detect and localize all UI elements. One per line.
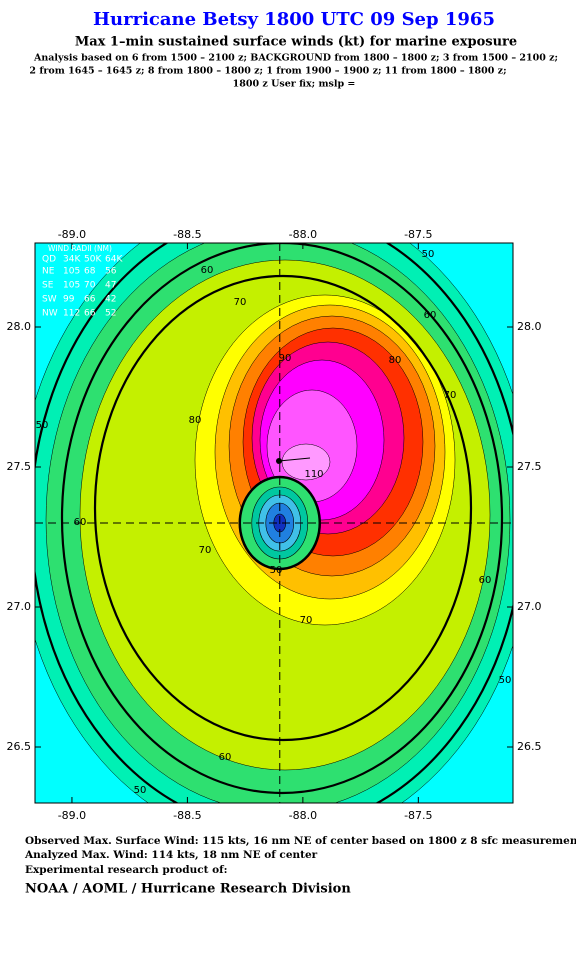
radii-cell: NW: [42, 309, 58, 319]
x-tick-label: -87.5: [404, 228, 432, 241]
radii-header: QD: [42, 255, 56, 265]
radii-header: 64K: [105, 255, 123, 265]
contour-label: 50: [134, 785, 147, 796]
radii-cell: 105: [63, 267, 80, 277]
contour-label: 60: [424, 310, 437, 321]
overlay: -89.0 -89.0 -88.5 -88.5 -88.0 -88.0 -87.5 -87.5…: [7, 228, 542, 822]
thick-contour: [93, 274, 473, 742]
y-tick-label: 27.5: [517, 460, 542, 473]
contour-label: 60: [201, 265, 214, 276]
contour-band: [281, 443, 331, 481]
radii-cell: 68: [84, 267, 96, 277]
contour-label: 70: [444, 390, 457, 401]
analysis-line: Analysis based on 6 from 1500 – 2100 z; …: [33, 53, 558, 64]
y-tick-label: 27.0: [7, 600, 32, 613]
analysis-line: 2 from 1645 – 1645 z; 8 from 1800 – 1800…: [29, 66, 506, 77]
radii-cell: 99: [63, 295, 75, 305]
title: Hurricane Betsy 1800 UTC 09 Sep 1965: [93, 9, 495, 30]
x-tick-label: -89.0: [58, 809, 86, 822]
contour-label: 90: [279, 353, 292, 364]
contour-label: 50: [422, 249, 435, 260]
radii-cell: 52: [105, 309, 116, 319]
radii-cell: 66: [84, 295, 96, 305]
max-wind-arrow: [278, 457, 311, 462]
x-tick-label: -89.0: [58, 228, 86, 241]
contour-label: 110: [304, 469, 323, 480]
contour-label: 70: [199, 545, 212, 556]
contour-label: 80: [389, 355, 402, 366]
x-tick-label: -87.5: [404, 809, 432, 822]
radii-header: 50K: [84, 255, 102, 265]
x-tick-label: -88.5: [173, 228, 201, 241]
contour-label: 70: [300, 615, 313, 626]
contour-label: 70: [234, 297, 247, 308]
radii-cell: 112: [63, 309, 80, 319]
contour-label: 50: [36, 420, 49, 431]
radii-cell: 105: [63, 281, 80, 291]
radii-title: WIND RADII (NM): [48, 244, 112, 253]
contour-label: 50: [499, 675, 512, 686]
y-tick-label: 28.0: [517, 320, 542, 333]
radii-cell: 42: [105, 295, 116, 305]
y-tick-label: 26.5: [7, 740, 32, 753]
y-tick-label: 27.5: [7, 460, 32, 473]
y-tick-label: 27.0: [517, 600, 542, 613]
footer-line: Analyzed Max. Wind: 114 kts, 18 nm NE of…: [24, 849, 318, 861]
radii-cell: SE: [42, 281, 54, 291]
x-tick-label: -88.0: [289, 809, 317, 822]
footer-line: Observed Max. Surface Wind: 115 kts, 16 …: [25, 835, 576, 847]
contour-label: 60: [479, 575, 492, 586]
radii-cell: 66: [84, 309, 96, 319]
radii-header: 34K: [63, 255, 81, 265]
credit: NOAA / AOML / Hurricane Research Divisio…: [25, 882, 351, 897]
contour-label: 80: [189, 415, 202, 426]
x-tick-label: -88.5: [173, 809, 201, 822]
contour-label: 50: [270, 565, 283, 576]
contour-label: 60: [219, 752, 232, 763]
radii-cell: 70: [84, 281, 96, 291]
y-tick-label: 26.5: [517, 740, 542, 753]
radii-cell: SW: [42, 295, 57, 305]
thick-contour: [60, 243, 504, 795]
footer-line: Experimental research product of:: [25, 864, 228, 876]
radii-cell: 47: [105, 281, 116, 291]
subtitle: Max 1–min sustained surface winds (kt) f…: [75, 35, 517, 50]
radii-cell: 56: [105, 267, 117, 277]
radii-cell: NE: [42, 267, 55, 277]
plot-frame: [34, 242, 514, 804]
x-tick-label: -88.0: [289, 228, 317, 241]
analysis-line: 1800 z User fix; mslp =: [233, 79, 356, 90]
y-tick-label: 28.0: [7, 320, 32, 333]
